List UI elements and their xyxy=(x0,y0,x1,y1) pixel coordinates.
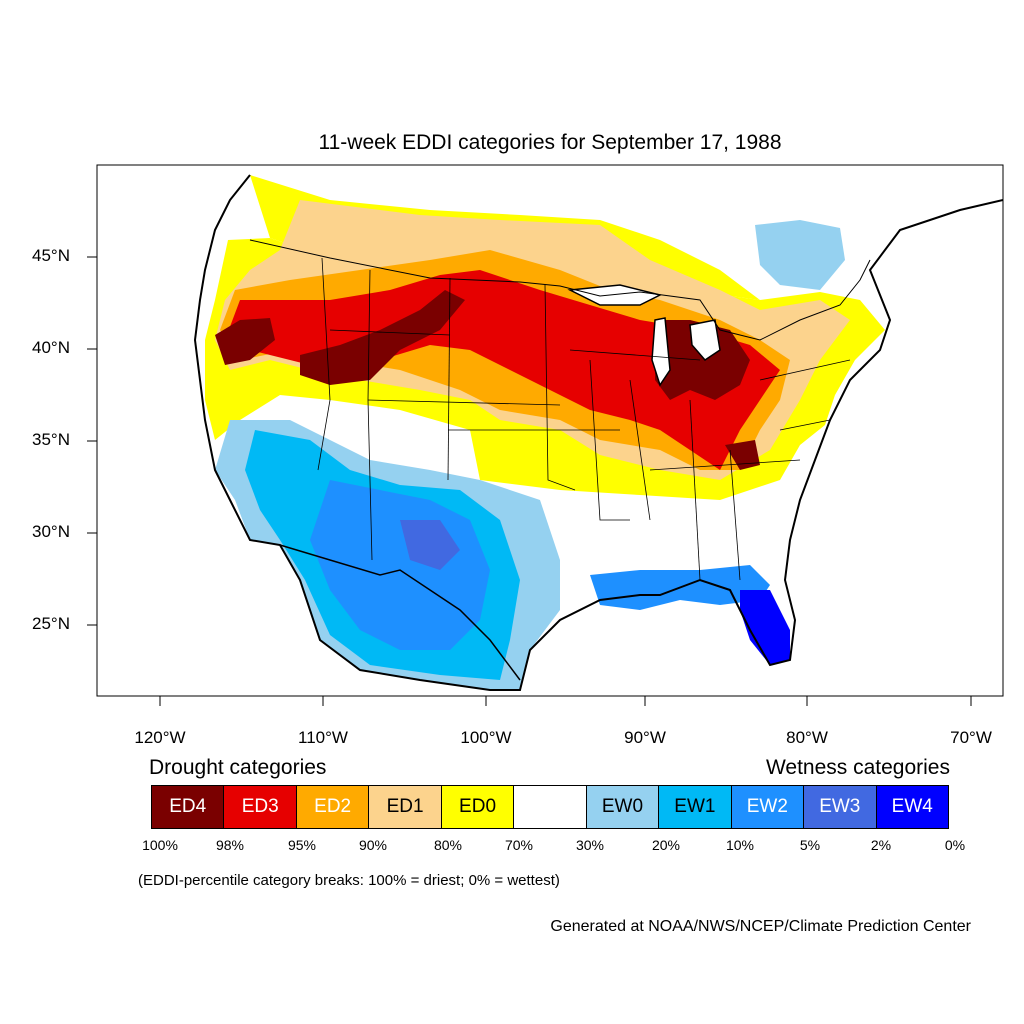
break-note: (EDDI-percentile category breaks: 100% =… xyxy=(138,872,560,889)
legend-cat-label: ED3 xyxy=(241,796,279,817)
legend-break: 70% xyxy=(504,837,534,853)
legend-cat-label: ED0 xyxy=(459,796,497,817)
map-title: 11-week EDDI categories for September 17… xyxy=(318,131,782,154)
legend-cat-label: EW3 xyxy=(819,796,861,817)
legend-break: 30% xyxy=(575,837,605,853)
legend-cat-label: EW1 xyxy=(674,796,716,817)
us-mexico-border xyxy=(279,544,521,681)
legend-cat-ew0: EW0 xyxy=(586,786,660,828)
legend-cat-label: ED2 xyxy=(314,796,352,817)
legend-cat-label: EW0 xyxy=(601,796,644,817)
lat-label-40: 40°N xyxy=(32,338,70,357)
region-ed3 xyxy=(225,270,780,470)
legend-break: 0% xyxy=(944,837,966,853)
coastline xyxy=(193,174,1003,691)
legend-break: 10% xyxy=(725,837,755,853)
legend-break: 20% xyxy=(651,837,681,853)
lat-label-45: 45°N xyxy=(32,246,70,265)
region-ed4-west xyxy=(300,290,465,385)
legend-cat-ed4: ED4 xyxy=(152,786,225,828)
region-ed4-oregon xyxy=(215,318,275,365)
region-florida-ew4 xyxy=(740,590,790,665)
lon-label-70: 70°W xyxy=(950,728,992,747)
legend-cat-label: ED4 xyxy=(169,796,207,817)
legend-break: 5% xyxy=(799,837,821,853)
lon-label-80: 80°W xyxy=(786,728,828,747)
lon-label-120: 120°W xyxy=(134,728,186,747)
credit-line: Generated at NOAA/NWS/NCEP/Climate Predi… xyxy=(550,918,971,935)
legend-bar: ED4 ED3 ED2 ED1 ED0 EW0 EW1 EW2 EW3 EW4 xyxy=(151,785,949,829)
state-borders xyxy=(317,257,851,581)
region-ne-ew0 xyxy=(755,220,845,290)
region-ew2 xyxy=(310,480,490,650)
map-frame xyxy=(96,164,1004,697)
legend-cat-ew3: EW3 xyxy=(804,786,877,828)
wetness-heading: Wetness categories xyxy=(765,756,950,779)
legend-cat-ed1: ED1 xyxy=(369,786,442,828)
legend-break: 100% xyxy=(142,837,178,853)
lake-huron xyxy=(689,319,721,361)
lon-label-100: 100°W xyxy=(460,728,512,747)
legend-break: 98% xyxy=(215,837,245,853)
region-ed4-ohio xyxy=(725,440,760,470)
lake-michigan xyxy=(651,317,671,387)
legend-break: 80% xyxy=(433,837,463,853)
legend-cat-ed3: ED3 xyxy=(224,786,297,828)
region-ew3 xyxy=(400,520,460,570)
lat-label-30: 30°N xyxy=(32,522,70,541)
legend-break: 90% xyxy=(358,837,388,853)
legend-cat-label: ED1 xyxy=(386,796,424,817)
axis-ticks xyxy=(87,256,972,706)
legend-cat-label: EW4 xyxy=(891,796,933,817)
lon-label-110: 110°W xyxy=(298,728,348,747)
legend-cat-ed0: ED0 xyxy=(441,786,515,828)
lat-label-25: 25°N xyxy=(32,614,70,633)
drought-heading: Drought categories xyxy=(149,756,327,779)
legend-cat-ew1: EW1 xyxy=(659,786,732,828)
legend-cat-label: EW2 xyxy=(746,796,788,817)
us-canada-border xyxy=(249,239,871,341)
legend-cat-ew2: EW2 xyxy=(731,786,805,828)
legend-break: 2% xyxy=(870,837,892,853)
lon-label-90: 90°W xyxy=(624,728,666,747)
legend-break: 95% xyxy=(287,837,317,853)
legend-cat-neutral xyxy=(514,786,587,828)
region-ed4-greatlakes xyxy=(655,320,750,400)
lat-label-35: 35°N xyxy=(32,430,70,449)
legend-cat-ed2: ED2 xyxy=(296,786,370,828)
legend-cat-ew4: EW4 xyxy=(876,786,948,828)
